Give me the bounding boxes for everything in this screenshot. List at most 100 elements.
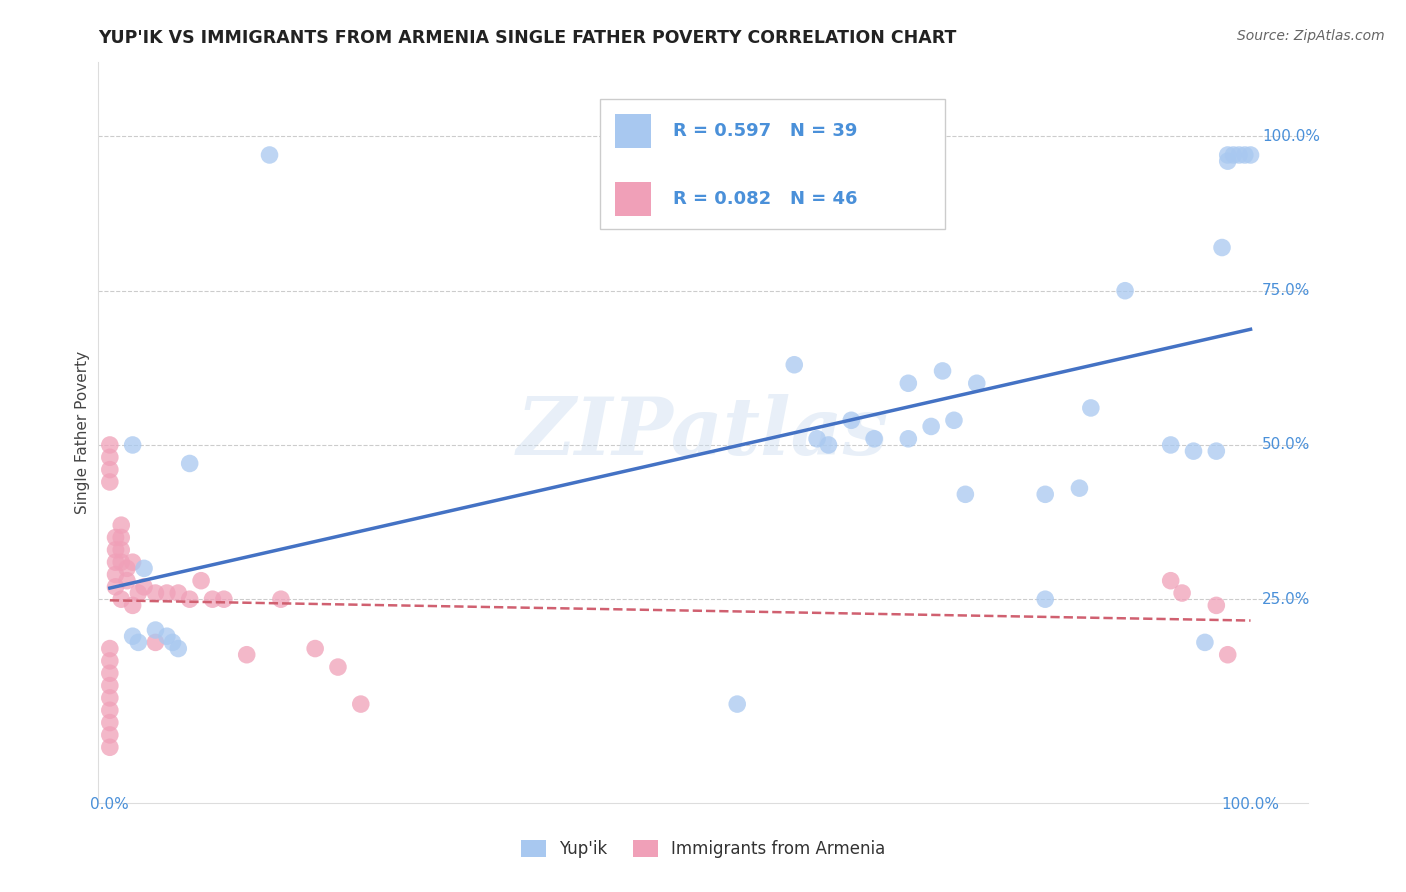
Yup'ik <box>863 432 886 446</box>
Immigrants from Armenia <box>201 592 224 607</box>
Immigrants from Armenia <box>110 531 132 545</box>
Immigrants from Armenia <box>98 462 121 476</box>
Text: 100.0%: 100.0% <box>1222 797 1279 812</box>
Yup'ik <box>1069 481 1091 495</box>
Yup'ik <box>167 641 190 656</box>
Yup'ik <box>1080 401 1102 415</box>
Yup'ik <box>121 438 143 452</box>
Immigrants from Armenia <box>350 697 373 711</box>
Yup'ik <box>1222 148 1244 162</box>
Immigrants from Armenia <box>179 592 201 607</box>
Yup'ik <box>156 629 179 643</box>
Immigrants from Armenia <box>98 438 121 452</box>
Yup'ik <box>1205 444 1227 458</box>
Immigrants from Armenia <box>110 542 132 557</box>
Immigrants from Armenia <box>98 654 121 668</box>
Immigrants from Armenia <box>132 580 155 594</box>
Y-axis label: Single Father Poverty: Single Father Poverty <box>75 351 90 514</box>
Immigrants from Armenia <box>98 690 121 705</box>
Yup'ik <box>1194 635 1216 649</box>
Yup'ik <box>1216 148 1239 162</box>
Immigrants from Armenia <box>98 740 121 755</box>
Yup'ik <box>121 629 143 643</box>
Immigrants from Armenia <box>110 592 132 607</box>
Text: 75.0%: 75.0% <box>1263 284 1310 298</box>
Text: 50.0%: 50.0% <box>1263 437 1310 452</box>
Immigrants from Armenia <box>167 586 190 600</box>
Yup'ik <box>817 438 839 452</box>
Yup'ik <box>1033 592 1056 607</box>
Immigrants from Armenia <box>98 728 121 742</box>
Immigrants from Armenia <box>104 567 127 582</box>
Immigrants from Armenia <box>145 635 167 649</box>
Immigrants from Armenia <box>121 555 143 569</box>
Yup'ik <box>179 457 201 471</box>
FancyBboxPatch shape <box>614 182 651 216</box>
Text: YUP'IK VS IMMIGRANTS FROM ARMENIA SINGLE FATHER POVERTY CORRELATION CHART: YUP'IK VS IMMIGRANTS FROM ARMENIA SINGLE… <box>98 29 957 47</box>
Immigrants from Armenia <box>98 641 121 656</box>
Yup'ik <box>942 413 965 427</box>
Immigrants from Armenia <box>110 518 132 533</box>
Immigrants from Armenia <box>235 648 257 662</box>
Immigrants from Armenia <box>1160 574 1182 588</box>
Immigrants from Armenia <box>98 703 121 717</box>
Yup'ik <box>1239 148 1261 162</box>
Immigrants from Armenia <box>1171 586 1194 600</box>
Immigrants from Armenia <box>98 475 121 489</box>
Text: Source: ZipAtlas.com: Source: ZipAtlas.com <box>1237 29 1385 43</box>
Yup'ik <box>162 635 184 649</box>
FancyBboxPatch shape <box>600 99 945 229</box>
Immigrants from Armenia <box>98 450 121 465</box>
FancyBboxPatch shape <box>614 114 651 147</box>
Yup'ik <box>783 358 806 372</box>
Immigrants from Armenia <box>326 660 349 674</box>
Yup'ik <box>1211 240 1233 255</box>
Immigrants from Armenia <box>110 555 132 569</box>
Text: 0.0%: 0.0% <box>90 797 129 812</box>
Yup'ik <box>1182 444 1205 458</box>
Yup'ik <box>931 364 953 378</box>
Yup'ik <box>725 697 748 711</box>
Yup'ik <box>1227 148 1250 162</box>
Immigrants from Armenia <box>98 666 121 681</box>
Immigrants from Armenia <box>156 586 179 600</box>
Immigrants from Armenia <box>104 555 127 569</box>
Text: 100.0%: 100.0% <box>1263 129 1320 144</box>
Immigrants from Armenia <box>104 531 127 545</box>
Immigrants from Armenia <box>121 599 143 613</box>
Yup'ik <box>1233 148 1256 162</box>
Yup'ik <box>920 419 942 434</box>
Yup'ik <box>132 561 155 575</box>
Immigrants from Armenia <box>127 586 149 600</box>
Yup'ik <box>127 635 149 649</box>
Yup'ik <box>1160 438 1182 452</box>
Yup'ik <box>1114 284 1136 298</box>
Immigrants from Armenia <box>98 679 121 693</box>
Text: ZIPatlas: ZIPatlas <box>517 394 889 471</box>
Immigrants from Armenia <box>104 580 127 594</box>
Legend: Yup'ik, Immigrants from Armenia: Yup'ik, Immigrants from Armenia <box>515 833 891 865</box>
Yup'ik <box>897 432 920 446</box>
Immigrants from Armenia <box>98 715 121 730</box>
Yup'ik <box>839 413 862 427</box>
Yup'ik <box>145 623 167 637</box>
Yup'ik <box>1216 154 1239 169</box>
Immigrants from Armenia <box>270 592 292 607</box>
Immigrants from Armenia <box>115 574 138 588</box>
Immigrants from Armenia <box>212 592 235 607</box>
Yup'ik <box>897 376 920 391</box>
Immigrants from Armenia <box>1216 648 1239 662</box>
Immigrants from Armenia <box>304 641 326 656</box>
Immigrants from Armenia <box>190 574 212 588</box>
Immigrants from Armenia <box>104 542 127 557</box>
Text: R = 0.082   N = 46: R = 0.082 N = 46 <box>672 190 858 208</box>
Yup'ik <box>955 487 977 501</box>
Immigrants from Armenia <box>1205 599 1227 613</box>
Yup'ik <box>259 148 281 162</box>
Immigrants from Armenia <box>145 586 167 600</box>
Yup'ik <box>1033 487 1056 501</box>
Immigrants from Armenia <box>115 561 138 575</box>
Yup'ik <box>966 376 988 391</box>
Text: R = 0.597   N = 39: R = 0.597 N = 39 <box>672 122 858 140</box>
Text: 25.0%: 25.0% <box>1263 591 1310 607</box>
